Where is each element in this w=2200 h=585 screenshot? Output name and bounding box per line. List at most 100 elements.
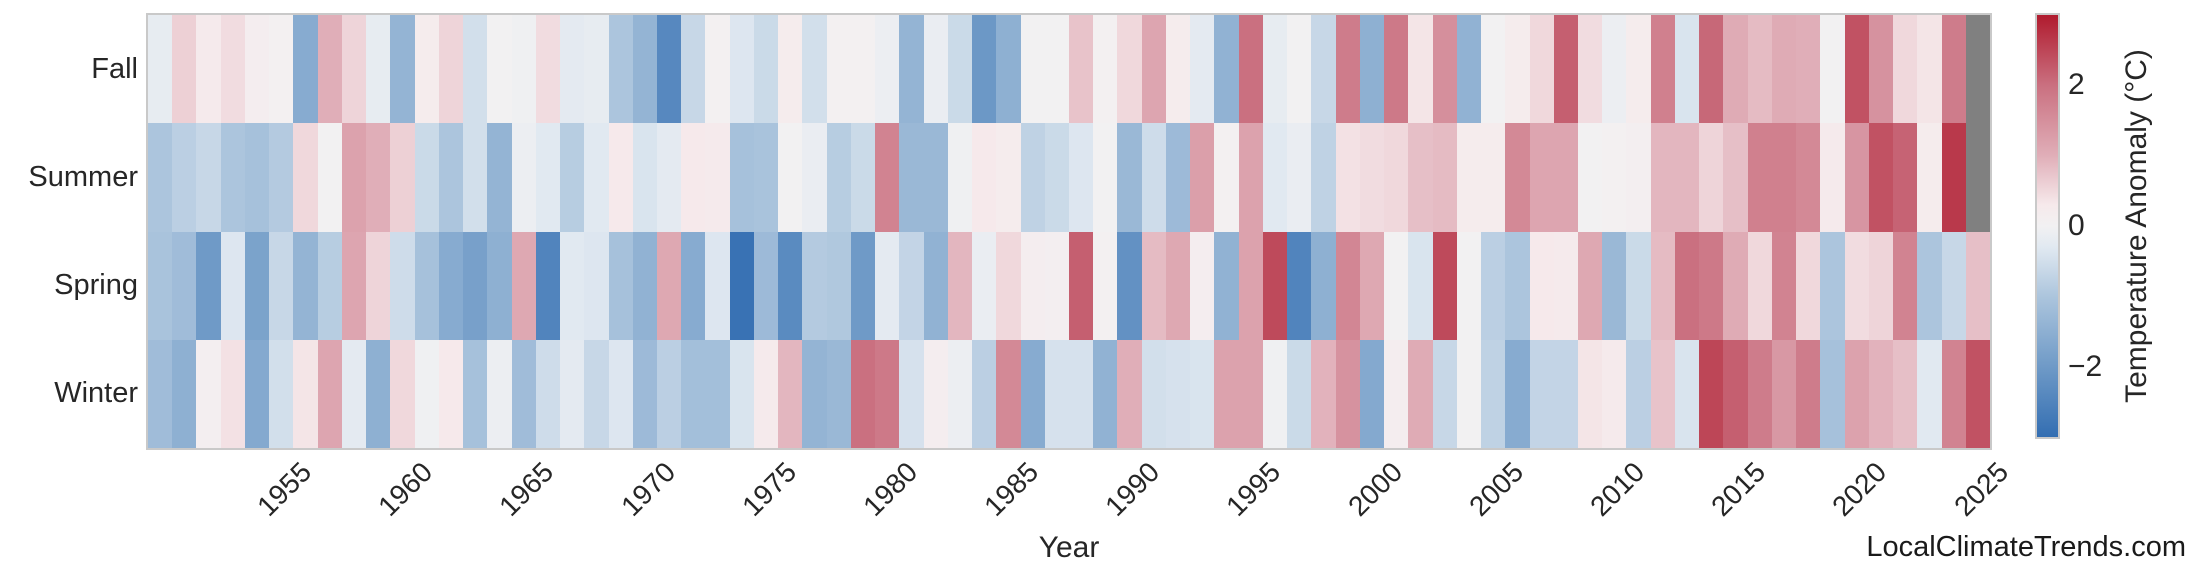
heatmap-cell-summer-2019	[1820, 123, 1846, 233]
heatmap-cell-summer-1980	[875, 123, 900, 233]
heatmap-cell-summer-2014	[1699, 123, 1724, 233]
x-tick-label: 2010	[1584, 456, 1651, 522]
heatmap-cell-fall-1955	[269, 15, 294, 124]
heatmap-cell-fall-2008	[1553, 15, 1579, 124]
heatmap-cell-spring-1960	[390, 231, 416, 341]
heatmap-cell-winter-2020	[1844, 339, 1870, 448]
heatmap-cell-winter-1992	[1165, 339, 1191, 448]
heatmap-cell-fall-1984	[972, 15, 997, 124]
heatmap-cell-fall-1951	[172, 15, 198, 124]
heatmap-cell-spring-1957	[317, 231, 343, 341]
heatmap-cell-spring-2025	[1965, 231, 1990, 341]
heatmap-cell-winter-2004	[1456, 339, 1482, 448]
heatmap-cell-spring-1970	[632, 231, 658, 341]
heatmap-cell-spring-1984	[972, 231, 997, 341]
heatmap-cell-fall-1982	[923, 15, 949, 124]
heatmap-cell-spring-2016	[1747, 231, 1773, 341]
heatmap-plot-area	[146, 13, 1992, 450]
heatmap-cell-fall-1972	[681, 15, 707, 124]
heatmap-cell-spring-1997	[1287, 231, 1312, 341]
heatmap-cell-summer-2024	[1941, 123, 1967, 233]
heatmap-cell-winter-2008	[1553, 339, 1579, 448]
heatmap-cell-winter-1979	[850, 339, 876, 448]
heatmap-cell-summer-1970	[632, 123, 658, 233]
heatmap-cell-summer-2007	[1529, 123, 1555, 233]
heatmap-cell-summer-1968	[584, 123, 610, 233]
heatmap-cell-spring-1955	[269, 231, 294, 341]
heatmap-cell-spring-2005	[1481, 231, 1506, 341]
heatmap-cell-summer-1992	[1165, 123, 1191, 233]
heatmap-cell-fall-1997	[1287, 15, 1312, 124]
heatmap-cell-winter-2023	[1917, 339, 1943, 448]
heatmap-cell-spring-2001	[1384, 231, 1409, 341]
heatmap-cell-fall-1956	[293, 15, 319, 124]
heatmap-cell-spring-1962	[438, 231, 464, 341]
heatmap-cell-spring-2024	[1941, 231, 1967, 341]
heatmap-cell-spring-1965	[511, 231, 537, 341]
heatmap-cell-winter-1951	[172, 339, 198, 448]
heatmap-cell-summer-1957	[317, 123, 343, 233]
heatmap-cell-summer-1959	[366, 123, 391, 233]
heatmap-cell-fall-1985	[996, 15, 1022, 124]
row-label-spring: Spring	[54, 269, 138, 302]
heatmap-cell-summer-1994	[1214, 123, 1240, 233]
heatmap-cell-fall-1952	[196, 15, 222, 124]
heatmap-cell-fall-1989	[1093, 15, 1119, 124]
heatmap-cell-winter-2016	[1747, 339, 1773, 448]
heatmap-cell-winter-1999	[1335, 339, 1361, 448]
heatmap-cell-fall-1950	[148, 15, 173, 124]
heatmap-cell-fall-1980	[875, 15, 900, 124]
heatmap-cell-summer-1969	[608, 123, 634, 233]
heatmap-cell-spring-2011	[1626, 231, 1652, 341]
heatmap-cell-fall-1990	[1117, 15, 1143, 124]
heatmap-cell-winter-1978	[826, 339, 852, 448]
heatmap-cell-winter-1994	[1214, 339, 1240, 448]
heatmap-cell-spring-1951	[172, 231, 198, 341]
heatmap-cell-summer-2005	[1481, 123, 1506, 233]
heatmap-cell-spring-1990	[1117, 231, 1143, 341]
heatmap-cell-summer-2017	[1771, 123, 1797, 233]
heatmap-cell-summer-2018	[1796, 123, 1821, 233]
heatmap-cell-summer-1979	[850, 123, 876, 233]
heatmap-cell-summer-1967	[560, 123, 585, 233]
heatmap-cell-fall-2006	[1505, 15, 1531, 124]
x-tick-label: 2015	[1705, 456, 1772, 522]
heatmap-cell-fall-1966	[535, 15, 561, 124]
heatmap-cell-spring-2003	[1432, 231, 1458, 341]
heatmap-cell-fall-2014	[1699, 15, 1724, 124]
heatmap-cell-fall-1968	[584, 15, 610, 124]
heatmap-cell-fall-1959	[366, 15, 391, 124]
heatmap-cell-fall-2016	[1747, 15, 1773, 124]
heatmap-cell-summer-2001	[1384, 123, 1409, 233]
heatmap-cell-winter-2006	[1505, 339, 1531, 448]
heatmap-cell-winter-1985	[996, 339, 1022, 448]
heatmap-cell-fall-1978	[826, 15, 852, 124]
heatmap-cell-winter-1956	[293, 339, 319, 448]
heatmap-cell-winter-1963	[463, 339, 488, 448]
heatmap-cell-spring-2019	[1820, 231, 1846, 341]
heatmap-cell-spring-1975	[753, 231, 779, 341]
heatmap-cell-spring-2021	[1868, 231, 1894, 341]
heatmap-cell-fall-2005	[1481, 15, 1506, 124]
heatmap-cell-fall-2019	[1820, 15, 1846, 124]
x-tick-label: 1995	[1220, 456, 1287, 522]
heatmap-cell-summer-1964	[487, 123, 513, 233]
heatmap-cell-summer-1974	[729, 123, 755, 233]
heatmap-cell-winter-1986	[1020, 339, 1046, 448]
heatmap-cell-winter-1989	[1093, 339, 1119, 448]
heatmap-cell-winter-1970	[632, 339, 658, 448]
heatmap-cell-spring-1977	[802, 231, 828, 341]
heatmap-cell-summer-1963	[463, 123, 488, 233]
heatmap-cell-spring-2018	[1796, 231, 1821, 341]
heatmap-cell-summer-1975	[753, 123, 779, 233]
heatmap-cell-spring-1954	[244, 231, 270, 341]
heatmap-cell-summer-1951	[172, 123, 198, 233]
heatmap-cell-fall-1971	[656, 15, 682, 124]
heatmap-cell-fall-1969	[608, 15, 634, 124]
heatmap-cell-spring-1961	[414, 231, 440, 341]
heatmap-cell-summer-2012	[1650, 123, 1676, 233]
heatmap-cell-winter-1982	[923, 339, 949, 448]
heatmap-cell-fall-1954	[244, 15, 270, 124]
heatmap-cell-spring-1956	[293, 231, 319, 341]
